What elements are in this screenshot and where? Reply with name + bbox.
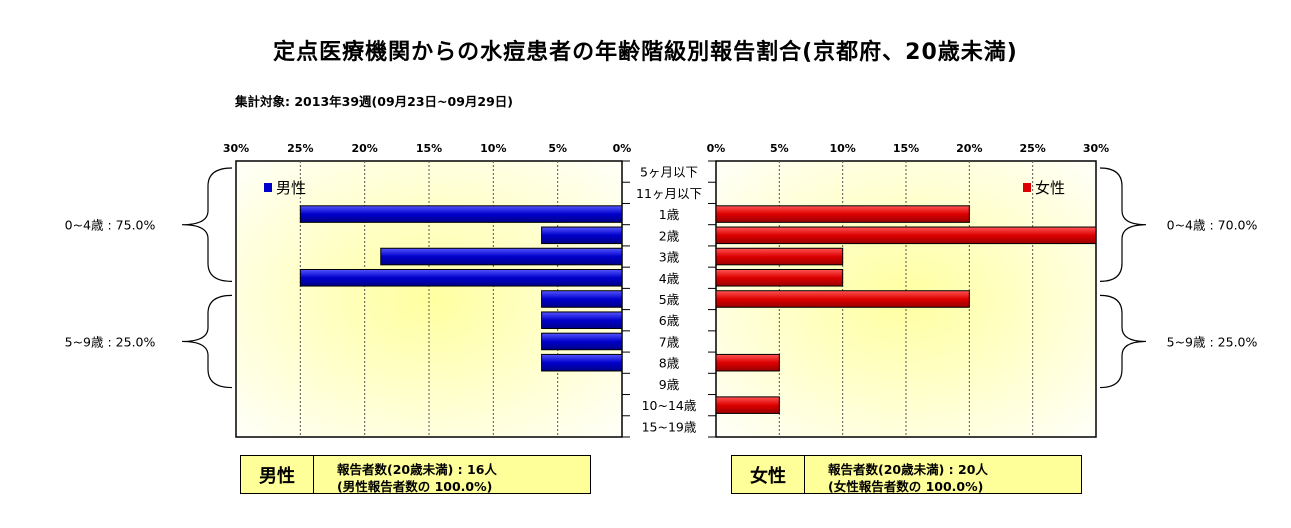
legend-label-male: 男性 xyxy=(276,179,306,197)
female-bar xyxy=(715,290,970,308)
male-summary-box: 男性 報告者数(20歳未満) : 16人 (男性報告者数の 100.0%) xyxy=(240,455,591,494)
male-bar xyxy=(541,311,623,330)
group-brace-left xyxy=(181,294,233,389)
male-bar xyxy=(299,205,623,223)
x-tick-label-left: 5% xyxy=(548,142,567,155)
female-bar xyxy=(715,268,844,287)
legend-swatch-male xyxy=(264,183,272,192)
group-brace-left xyxy=(181,167,233,282)
legend-label-female: 女性 xyxy=(1035,179,1065,197)
x-tick-label-right: 30% xyxy=(1083,142,1109,155)
male-summary-count: 報告者数(20歳未満) : 16人 xyxy=(337,462,497,477)
x-tick-label-left: 20% xyxy=(351,142,377,155)
male-bar xyxy=(541,226,623,245)
group-brace-right xyxy=(1099,294,1147,389)
female-summary-count: 報告者数(20歳未満) : 20人 xyxy=(828,462,988,477)
category-label: 7歳 xyxy=(659,334,680,349)
x-tick-label-right: 10% xyxy=(829,142,855,155)
female-summary-percent: (女性報告者数の 100.0%) xyxy=(828,479,984,494)
category-label: 3歳 xyxy=(659,250,680,265)
x-tick-label-left: 30% xyxy=(223,142,249,155)
male-summary-label: 男性 xyxy=(241,456,314,493)
male-summary-percent: (男性報告者数の 100.0%) xyxy=(337,479,493,494)
male-bar xyxy=(541,290,623,308)
x-tick-label-right: 5% xyxy=(770,142,789,155)
category-label: 5ヶ月以下 xyxy=(640,165,698,180)
female-bar xyxy=(715,396,780,414)
male-bar xyxy=(380,247,623,266)
x-tick-label-right: 25% xyxy=(1019,142,1045,155)
male-bar xyxy=(299,268,623,287)
male-bar xyxy=(541,332,623,351)
female-summary-label: 女性 xyxy=(732,456,805,493)
category-label: 9歳 xyxy=(659,377,680,392)
category-label: 5歳 xyxy=(659,292,680,307)
female-summary-box: 女性 報告者数(20歳未満) : 20人 (女性報告者数の 100.0%) xyxy=(731,455,1082,494)
x-tick-label-right: 20% xyxy=(956,142,982,155)
category-label: 1歳 xyxy=(659,207,680,222)
group-label-right: 5~9歳 : 25.0% xyxy=(1167,334,1258,349)
category-label: 6歳 xyxy=(659,313,680,328)
x-tick-label-left: 10% xyxy=(480,142,506,155)
category-label: 10~14歳 xyxy=(642,398,697,413)
x-tick-label-left: 0% xyxy=(613,142,632,155)
female-bar xyxy=(715,205,970,223)
female-bar xyxy=(715,247,844,266)
female-bar xyxy=(715,353,780,372)
category-label: 8歳 xyxy=(659,356,680,371)
group-brace-right xyxy=(1099,167,1147,282)
x-tick-label-left: 25% xyxy=(287,142,313,155)
female-bar xyxy=(715,226,1097,245)
chart-title: 定点医療機関からの水痘患者の年齢階級別報告割合(京都府、20歳未満) xyxy=(273,40,1018,65)
group-label-right: 0~4歳 : 70.0% xyxy=(1167,218,1258,233)
group-label-left: 0~4歳 : 75.0% xyxy=(65,218,156,233)
x-tick-label-right: 15% xyxy=(893,142,919,155)
x-tick-label-right: 0% xyxy=(707,142,726,155)
x-tick-label-left: 15% xyxy=(416,142,442,155)
legend-swatch-female xyxy=(1023,183,1031,192)
category-label: 11ヶ月以下 xyxy=(636,186,702,201)
chart-subtitle: 集計対象: 2013年39週(09月23日~09月29日) xyxy=(235,94,514,109)
category-label: 15~19歳 xyxy=(642,419,697,434)
category-label: 4歳 xyxy=(659,271,680,286)
group-label-left: 5~9歳 : 25.0% xyxy=(65,334,156,349)
category-label: 2歳 xyxy=(659,228,680,243)
male-bar xyxy=(541,353,623,372)
